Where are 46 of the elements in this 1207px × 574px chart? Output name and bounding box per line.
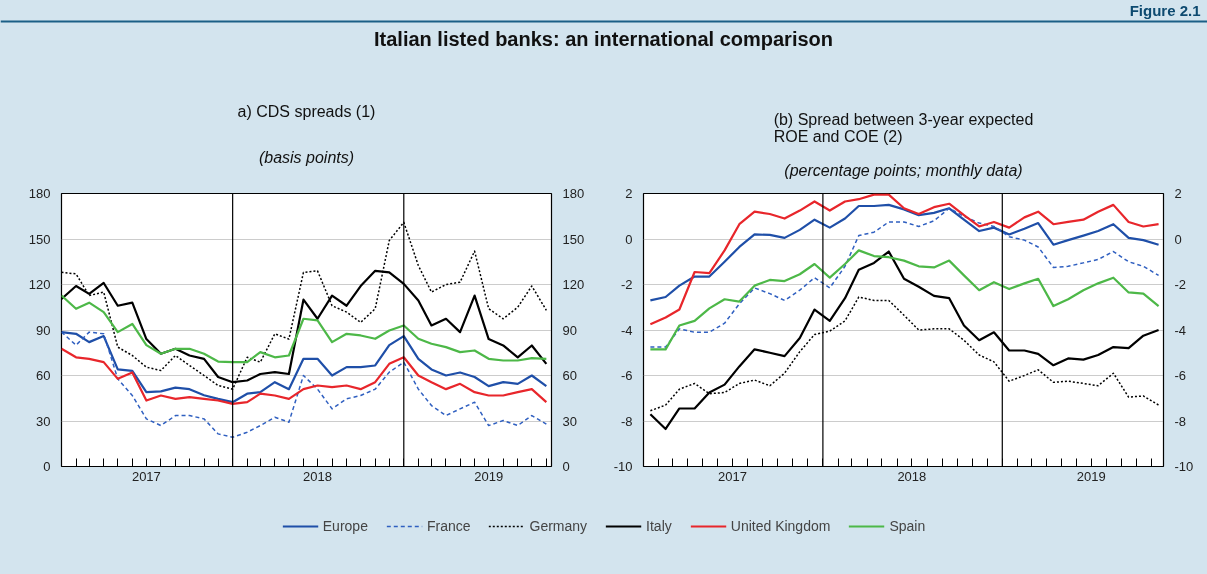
legend-label: France xyxy=(426,518,471,534)
legend-label: Germany xyxy=(529,518,588,534)
x-tick-label: 2017 xyxy=(718,468,747,484)
y2-tick-label: -10 xyxy=(1174,459,1194,474)
y2-tick-label: 180 xyxy=(562,186,585,201)
chart-title: (b) Spread between 3-year expected ROE and COE (2) xyxy=(773,110,1034,145)
y2-tick-label: 90 xyxy=(562,322,577,338)
y-tick-label: -8 xyxy=(620,413,633,429)
chart-title: a) CDS spreads (1) xyxy=(237,102,376,120)
y-tick-label: 0 xyxy=(625,231,633,247)
y2-tick-label: -4 xyxy=(1174,322,1187,338)
y2-tick-label: -6 xyxy=(1174,368,1187,383)
y2-tick-label: -2 xyxy=(1174,277,1187,292)
x-tick-label: 2018 xyxy=(303,468,332,484)
y-tick-label: 180 xyxy=(28,186,51,201)
x-tick-label: 2019 xyxy=(474,468,504,484)
legend-label: Italy xyxy=(646,518,672,534)
legend-label: Europe xyxy=(322,518,368,534)
x-tick-label: 2017 xyxy=(131,468,161,484)
y-tick-label: 150 xyxy=(28,231,51,247)
y2-tick-label: 30 xyxy=(562,413,577,429)
y2-tick-label: 60 xyxy=(562,368,577,383)
y-tick-label: 90 xyxy=(36,322,51,338)
legend-label: Spain xyxy=(889,518,926,534)
y-tick-label: -2 xyxy=(620,277,633,292)
chart-subtitle: (percentage points; monthly data) xyxy=(784,161,1023,179)
y-tick-label: 60 xyxy=(36,368,51,383)
y-tick-label: -10 xyxy=(613,459,633,474)
y2-tick-label: 2 xyxy=(1174,186,1182,201)
y2-tick-label: 120 xyxy=(562,277,585,292)
y-tick-label: -4 xyxy=(620,322,633,338)
x-tick-label: 2018 xyxy=(897,468,927,484)
y2-tick-label: 0 xyxy=(1174,231,1182,247)
y-tick-label: 0 xyxy=(43,459,51,474)
legend-label: United Kingdom xyxy=(730,518,831,534)
caption: Figure 2.1 xyxy=(1129,1,1201,19)
chart-subtitle: (basis points) xyxy=(258,149,355,166)
y2-tick-label: 150 xyxy=(562,231,585,247)
y-tick-label: 30 xyxy=(36,413,51,429)
x-tick-label: 2019 xyxy=(1076,468,1106,484)
y-tick-label: 120 xyxy=(28,277,51,292)
y-tick-label: -6 xyxy=(620,368,633,383)
y-tick-label: 2 xyxy=(625,186,633,201)
y2-tick-label: 0 xyxy=(562,459,570,474)
text: Italian listed banks: an international comparison xyxy=(374,27,833,50)
y2-tick-label: -8 xyxy=(1174,413,1187,429)
